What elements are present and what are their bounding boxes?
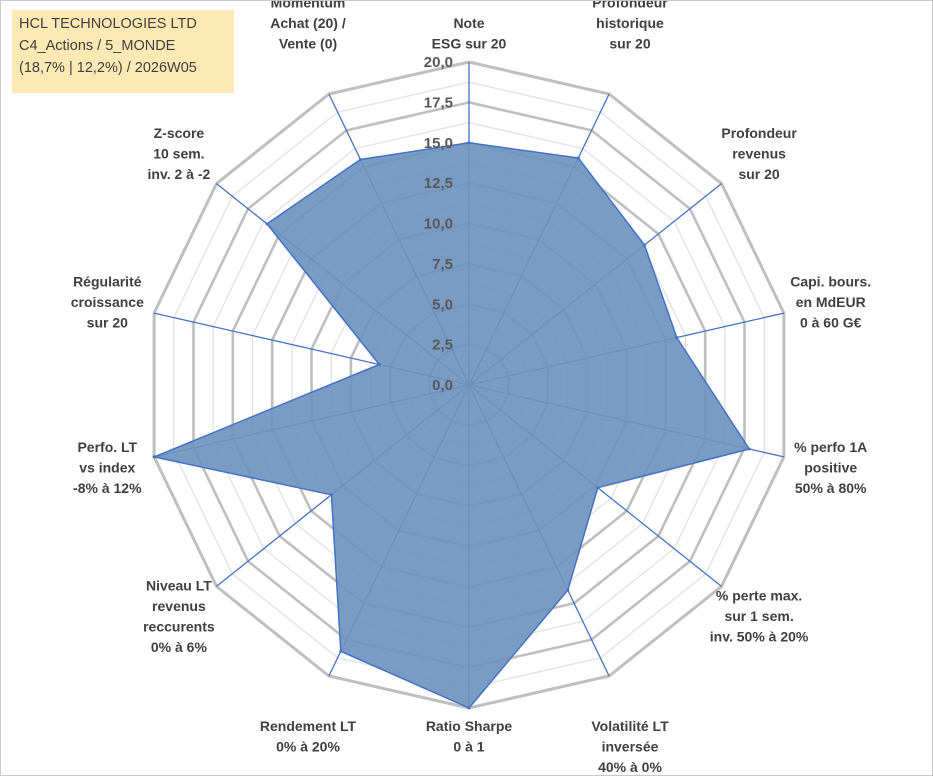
tick-label: 7,5 (432, 256, 453, 273)
axis-label-line: sur 1 sem. (724, 608, 793, 624)
axis-label-line: inversée (602, 739, 659, 755)
axis-label-line: Perfo. LT (77, 439, 137, 455)
tick-label: 20,0 (424, 54, 453, 71)
axis-labels: Note ESG sur 20 Profondeur historique sur 20… (71, 1, 871, 775)
axis-label: Note ESG sur 20 (432, 15, 507, 52)
tick-label: 17,5 (424, 94, 453, 111)
series-point (265, 222, 269, 226)
axis-label-line: 0% à 20% (276, 739, 340, 755)
axis-label-line: vs index (79, 459, 135, 475)
title-line-1: HCL TECHNOLOGIES LTD (19, 16, 197, 32)
series-point (675, 336, 679, 340)
axis-label-line: Momentum (271, 1, 346, 11)
axis-label-line: Volatilité LT (591, 718, 669, 734)
radial-tick-labels: 0,0 2,5 5,0 7,5 10,0 12,5 15,0 17,5 20,0 (424, 54, 453, 394)
axis-label-line: Profondeur (721, 125, 797, 141)
axis-label: Ratio Sharpe 0 à 1 (426, 718, 513, 755)
axis-label-line: historique (596, 15, 664, 31)
axis-label-line: inv. 50% à 20% (710, 629, 809, 645)
axis-label: Rendement LT 0% à 20% (260, 718, 357, 755)
axis-label: % perfo 1A positive 50% à 80% (794, 439, 867, 496)
axis-label-line: 40% à 0% (598, 759, 662, 775)
series-point (339, 649, 343, 653)
axis-label-line: revenus (152, 598, 206, 614)
axis-label-line: Rendement LT (260, 718, 357, 734)
axis-label-line: Profondeur (592, 1, 668, 11)
series-point (566, 588, 570, 592)
tick-label: 5,0 (432, 296, 453, 313)
axis-label-line: Vente (0) (279, 36, 337, 52)
series-point (377, 363, 381, 366)
series-point (643, 243, 646, 247)
axis-label: Perfo. LT vs index -8% à 12% (73, 439, 142, 496)
axis-label-line: Ratio Sharpe (426, 718, 513, 734)
axis-label-line: sur 20 (738, 166, 779, 182)
axis-label-line: Note (453, 15, 484, 31)
axis-label-line: reccurents (143, 618, 215, 634)
series-point (467, 141, 471, 145)
series-point (747, 447, 751, 451)
axis-label-line: revenus (732, 145, 786, 161)
axis-label-line: Régularité (73, 274, 142, 290)
axis-label-line: 0 à 1 (453, 739, 484, 755)
axis-label: Régularité croissance sur 20 (71, 274, 144, 331)
title-line-3: (18,7% | 12,2%) / 2026W05 (19, 60, 197, 76)
series-point (358, 158, 362, 161)
axis-label-line: croissance (71, 294, 144, 310)
tick-label: 12,5 (424, 175, 453, 192)
axis-label-line: inv. 2 à -2 (148, 166, 211, 182)
series-point (576, 156, 580, 160)
axis-label: Niveau LT revenus reccurents 0% à 6% (143, 577, 215, 655)
axis-label-line: Niveau LT (146, 577, 212, 593)
tick-label: 10,0 (424, 216, 453, 233)
axis-label: Profondeur revenus sur 20 (721, 125, 797, 182)
axis-label-line: Capi. bours. (790, 274, 871, 290)
radar-series (152, 141, 751, 710)
series-point (152, 455, 156, 459)
axis-label: Momentum Achat (20) / Vente (0) (270, 1, 346, 52)
title-line-2: C4_Actions / 5_MONDE (19, 38, 176, 54)
series-point (596, 486, 600, 490)
axis-label-line: Z-score (154, 125, 205, 141)
axis-label: Z-score 10 sem. inv. 2 à -2 (148, 125, 211, 182)
series-point (329, 493, 333, 497)
tick-label: 2,5 (432, 337, 453, 354)
axis-label-line: sur 20 (87, 315, 128, 331)
axis-label: Volatilité LT inversée 40% à 0% (591, 718, 669, 775)
series-point (467, 706, 471, 710)
axis-label-line: % perte max. (716, 588, 802, 604)
axis-label: Profondeur historique sur 20 (592, 1, 668, 52)
chart-title-box: HCL TECHNOLOGIES LTD C4_Actions / 5_MOND… (12, 10, 234, 93)
axis-label-line: -8% à 12% (73, 480, 142, 496)
axis-label: Capi. bours. en MdEUR 0 à 60 G€ (790, 274, 871, 331)
axis-label-line: % perfo 1A (794, 439, 867, 455)
axis-label-line: positive (804, 459, 857, 475)
axis-label-line: en MdEUR (796, 294, 866, 310)
axis-label-line: sur 20 (609, 36, 650, 52)
tick-label: 15,0 (424, 135, 453, 152)
tick-label: 0,0 (432, 377, 453, 394)
axis-label-line: Achat (20) / (270, 15, 346, 31)
axis-label-line: ESG sur 20 (432, 36, 507, 52)
axis-label-line: 50% à 80% (795, 480, 867, 496)
axis-label-line: 10 sem. (153, 145, 204, 161)
axis-label-line: 0% à 6% (151, 639, 208, 655)
axis-label-line: 0 à 60 G€ (800, 315, 862, 331)
axis-label: % perte max. sur 1 sem. inv. 50% à 20% (710, 588, 809, 645)
